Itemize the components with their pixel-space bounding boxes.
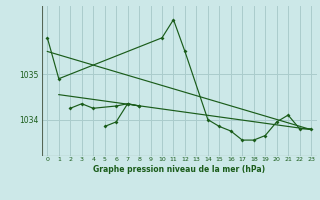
X-axis label: Graphe pression niveau de la mer (hPa): Graphe pression niveau de la mer (hPa): [93, 165, 265, 174]
